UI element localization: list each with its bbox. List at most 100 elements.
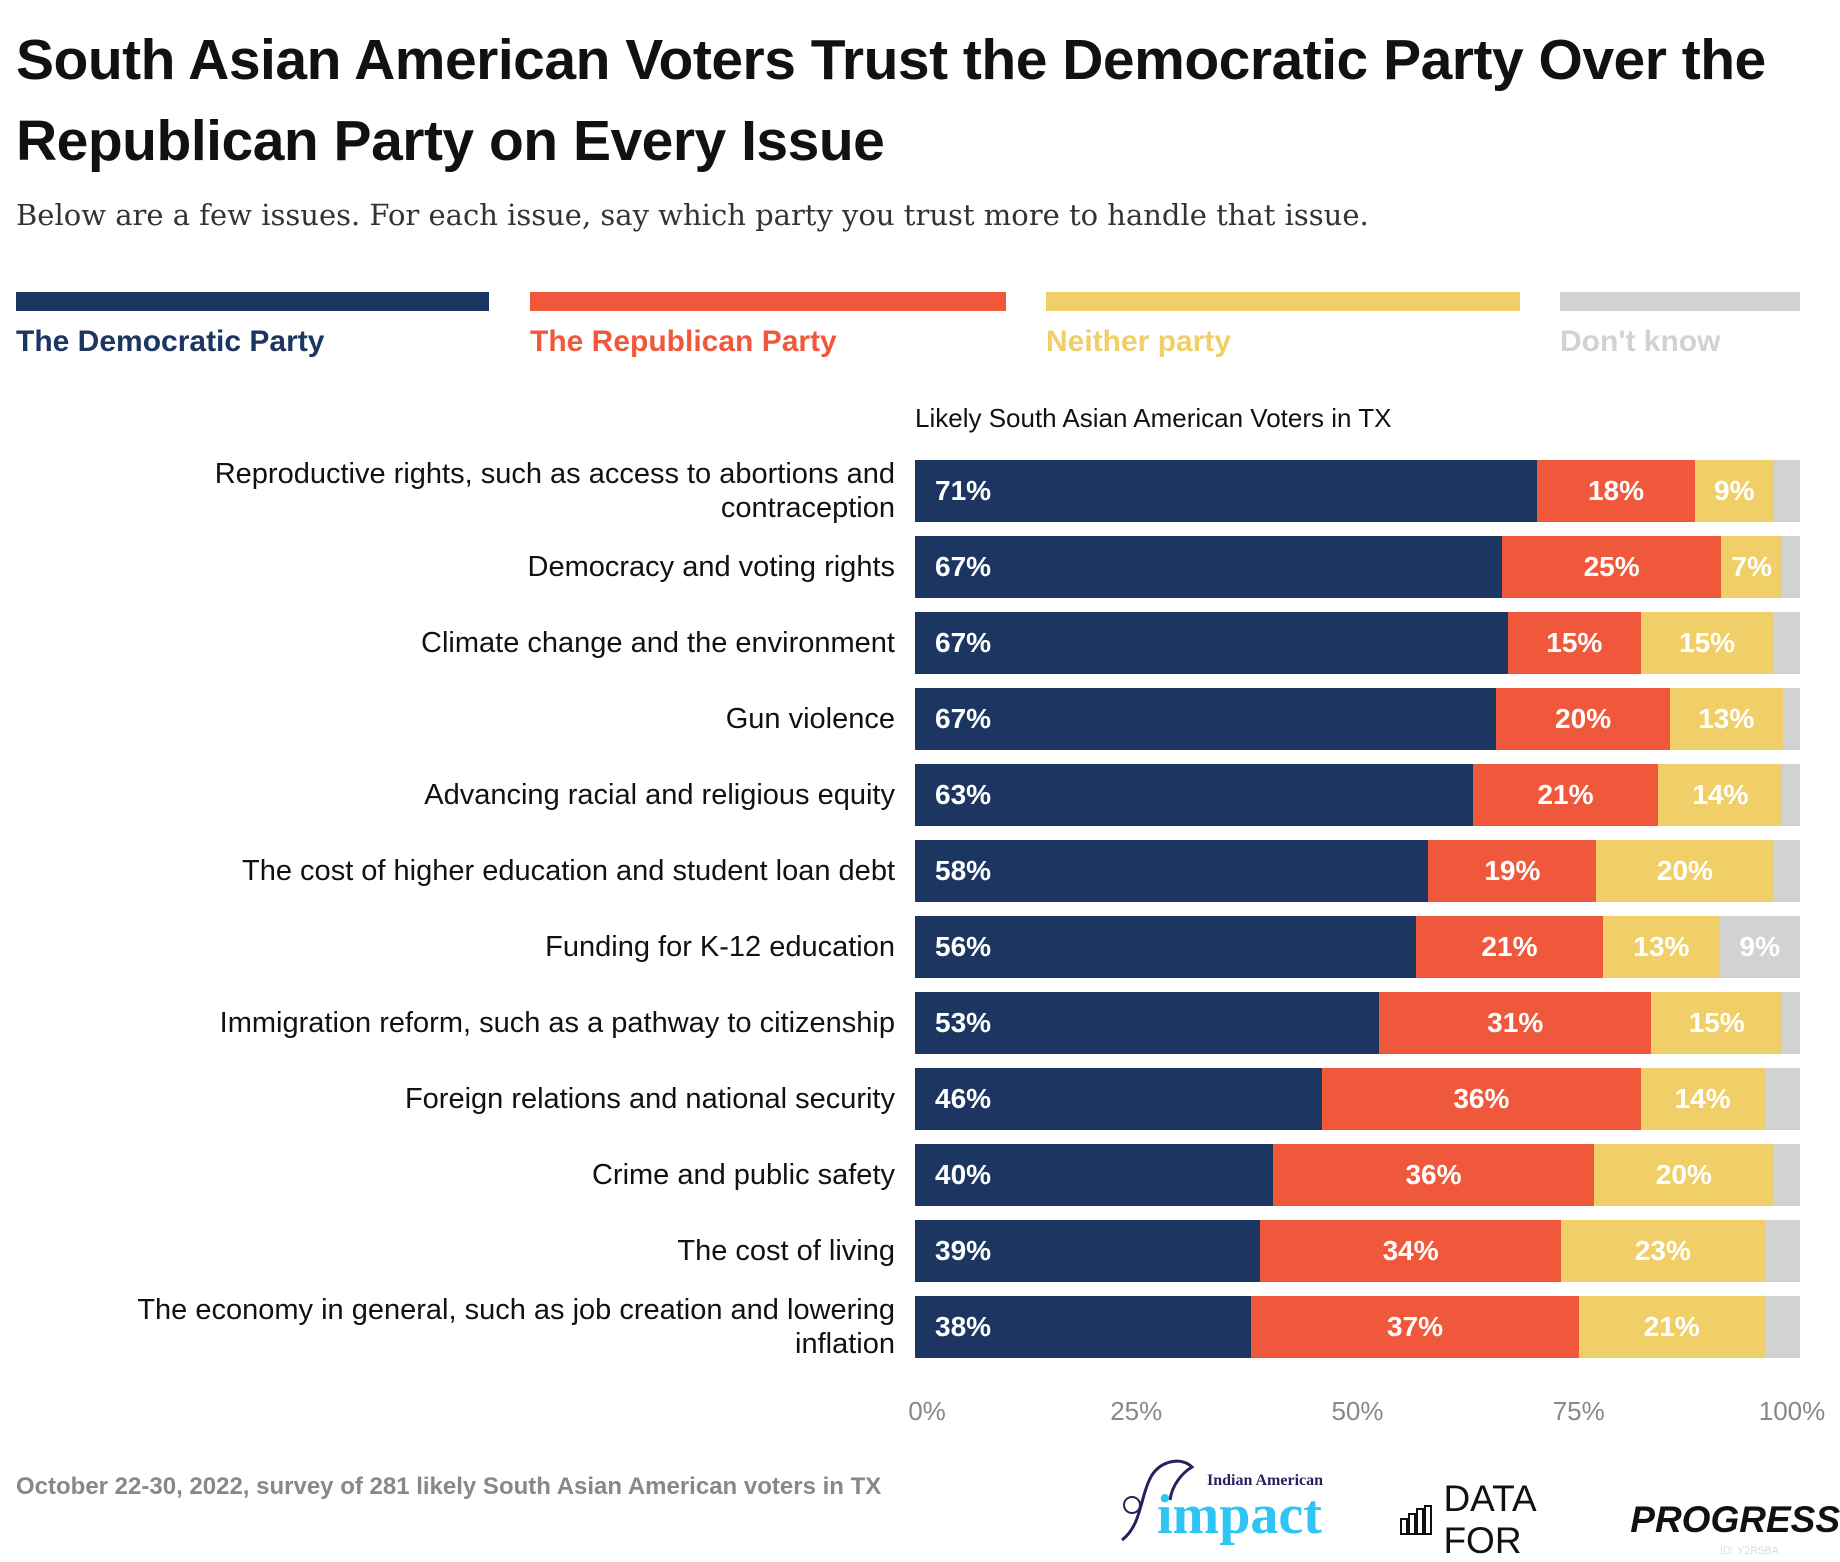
bar-segment-republican: 31% [1379,992,1652,1054]
bar-segment-democratic: 67% [915,688,1497,750]
chart-subtitle: Below are a few issues. For each issue, … [16,198,1369,232]
legend-label: The Republican Party [530,325,837,358]
data-label: 31% [1487,1007,1544,1038]
row-label: The cost of living [35,1215,895,1287]
bar-segment-democratic: 71% [915,460,1538,522]
bar-segment-dont-know [1773,612,1800,674]
data-label: 67% [935,703,992,734]
data-label: 21% [1481,931,1538,962]
panel-title: Likely South Asian American Voters in TX [915,403,1392,433]
data-label: 25% [1583,551,1640,582]
footer-note: October 22-30, 2022, survey of 281 likel… [16,1473,882,1500]
bar-segment-neither: 15% [1651,992,1783,1054]
data-label: 21% [1643,1311,1700,1342]
bar-segment-democratic: 67% [915,536,1503,598]
legend-label: The Democratic Party [16,325,325,358]
row-label-text: Crime and public safety [591,1159,895,1191]
data-label: 7% [1731,551,1773,582]
x-tick-label: 0% [908,1396,946,1426]
row-label-text: The cost of living [677,1235,895,1267]
data-label: 15% [1679,627,1736,658]
data-label: 15% [1688,1007,1745,1038]
data-label: 46% [935,1083,992,1114]
data-label: 23% [1634,1235,1691,1266]
bar-segment-republican: 20% [1496,688,1670,750]
data-label: 20% [1656,855,1713,886]
dfp-text-bold: PROGRESS [1630,1499,1840,1540]
chart-id: ID: Y2R5BA [1720,1545,1780,1557]
row-label-text: Funding for K-12 education [545,931,895,963]
data-label: 71% [935,475,992,506]
row-label: Climate change and the environment [35,607,895,679]
bar-segment-republican: 15% [1507,612,1641,674]
legend-label: Neither party [1046,325,1232,358]
row-label: Immigration reform, such as a pathway to… [35,987,895,1059]
data-label: 38% [935,1311,992,1342]
row-label: Reproductive rights, such as access to a… [35,455,895,527]
bar-segment-dont-know [1764,1068,1800,1130]
data-for-progress-logo: DATA FOR PROGRESS [1400,1478,1840,1562]
bar-segment-republican: 37% [1251,1296,1579,1358]
bar-segment-democratic: 38% [915,1296,1252,1358]
x-tick-label: 50% [1331,1396,1384,1426]
bar-segment-neither: 9% [1694,460,1774,522]
bar-segment-neither: 7% [1721,536,1783,598]
row-label-text: Advancing racial and religious equity [424,779,895,811]
x-tick-label: 75% [1552,1396,1605,1426]
impact-logo-icon: Indian American impact [1121,1459,1323,1546]
bar-segment-democratic: 46% [915,1068,1323,1130]
row-label: Advancing racial and religious equity [35,759,895,831]
row-label-text: Climate change and the environment [421,627,895,659]
bar-segment-neither: 21% [1578,1296,1765,1358]
bar-segment-neither: 13% [1669,688,1783,750]
chart-title: South Asian American Voters Trust the De… [16,28,1766,173]
legend-dont-know: Don't know [1560,292,1800,359]
data-label: 34% [1382,1235,1439,1266]
row-label: Democracy and voting rights [35,531,896,603]
legend-democratic: The Democratic Party [16,292,489,359]
legend-republican: The Republican Party [530,292,1006,359]
legend-swatch [1560,292,1800,311]
data-label: 58% [935,855,992,886]
data-label: 39% [935,1235,992,1266]
bar-segment-democratic: 56% [915,916,1416,978]
data-label: 63% [935,779,992,810]
data-label: 67% [935,627,992,658]
bar-segment-neither: 20% [1594,1144,1774,1206]
bar-segment-democratic: 39% [915,1220,1261,1282]
x-tick-label: 25% [1110,1396,1163,1426]
row-label: The cost of higher education and student… [35,835,895,907]
data-label: 20% [1555,703,1612,734]
bar-segment-dont-know [1773,460,1800,522]
bar-segment-republican: 19% [1428,840,1597,902]
data-label: 13% [1698,703,1755,734]
data-label: 37% [1386,1311,1444,1342]
bar-segment-neither: 23% [1561,1220,1765,1282]
bar-segment-dont-know [1773,840,1800,902]
indian-american-impact-logo: Indian American impact [1112,1455,1372,1552]
row-label: The economy in general, such as job crea… [35,1291,895,1363]
data-label: 14% [1692,779,1749,810]
row-label-text: The economy in general, such as job crea… [137,1294,895,1360]
row-label: Gun violence [35,683,895,755]
bar-segment-democratic: 58% [915,840,1429,902]
row-label: Funding for K-12 education [35,911,895,983]
bar-segment-dont-know: 9% [1719,916,1800,978]
legend-neither: Neither party [1046,292,1520,359]
bar-segment-dont-know [1782,688,1800,750]
legend-swatch [16,292,489,311]
data-label: 36% [1453,1083,1510,1114]
data-label: 9% [1739,931,1780,962]
legend-label: Don't know [1560,325,1721,358]
bar-segment-republican: 36% [1272,1144,1595,1206]
bar-segment-republican: 18% [1537,460,1695,522]
bar-segment-dont-know [1782,536,1800,598]
data-label: 56% [935,931,992,962]
bar-segment-republican: 34% [1260,1220,1562,1282]
row-label-text: The cost of higher education and student… [242,855,895,887]
bar-segment-democratic: 53% [915,992,1380,1054]
row-label-text: Foreign relations and national security [404,1083,895,1115]
data-label: 19% [1484,855,1541,886]
bar-segment-dont-know [1764,1296,1800,1358]
data-label: 14% [1674,1083,1731,1114]
